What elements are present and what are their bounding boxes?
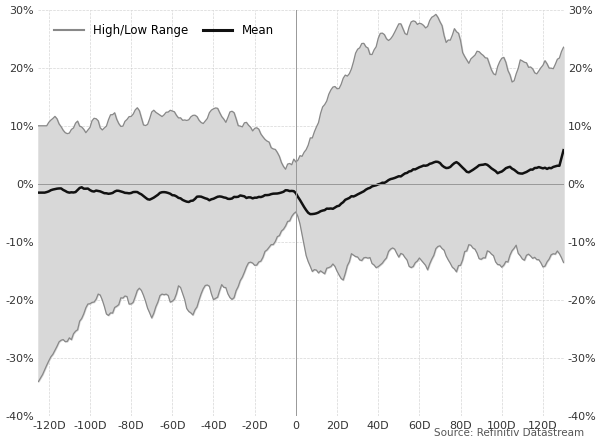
Legend: High/Low Range, Mean: High/Low Range, Mean xyxy=(49,20,279,42)
Text: Source: Refinitiv Datastream: Source: Refinitiv Datastream xyxy=(434,429,584,438)
